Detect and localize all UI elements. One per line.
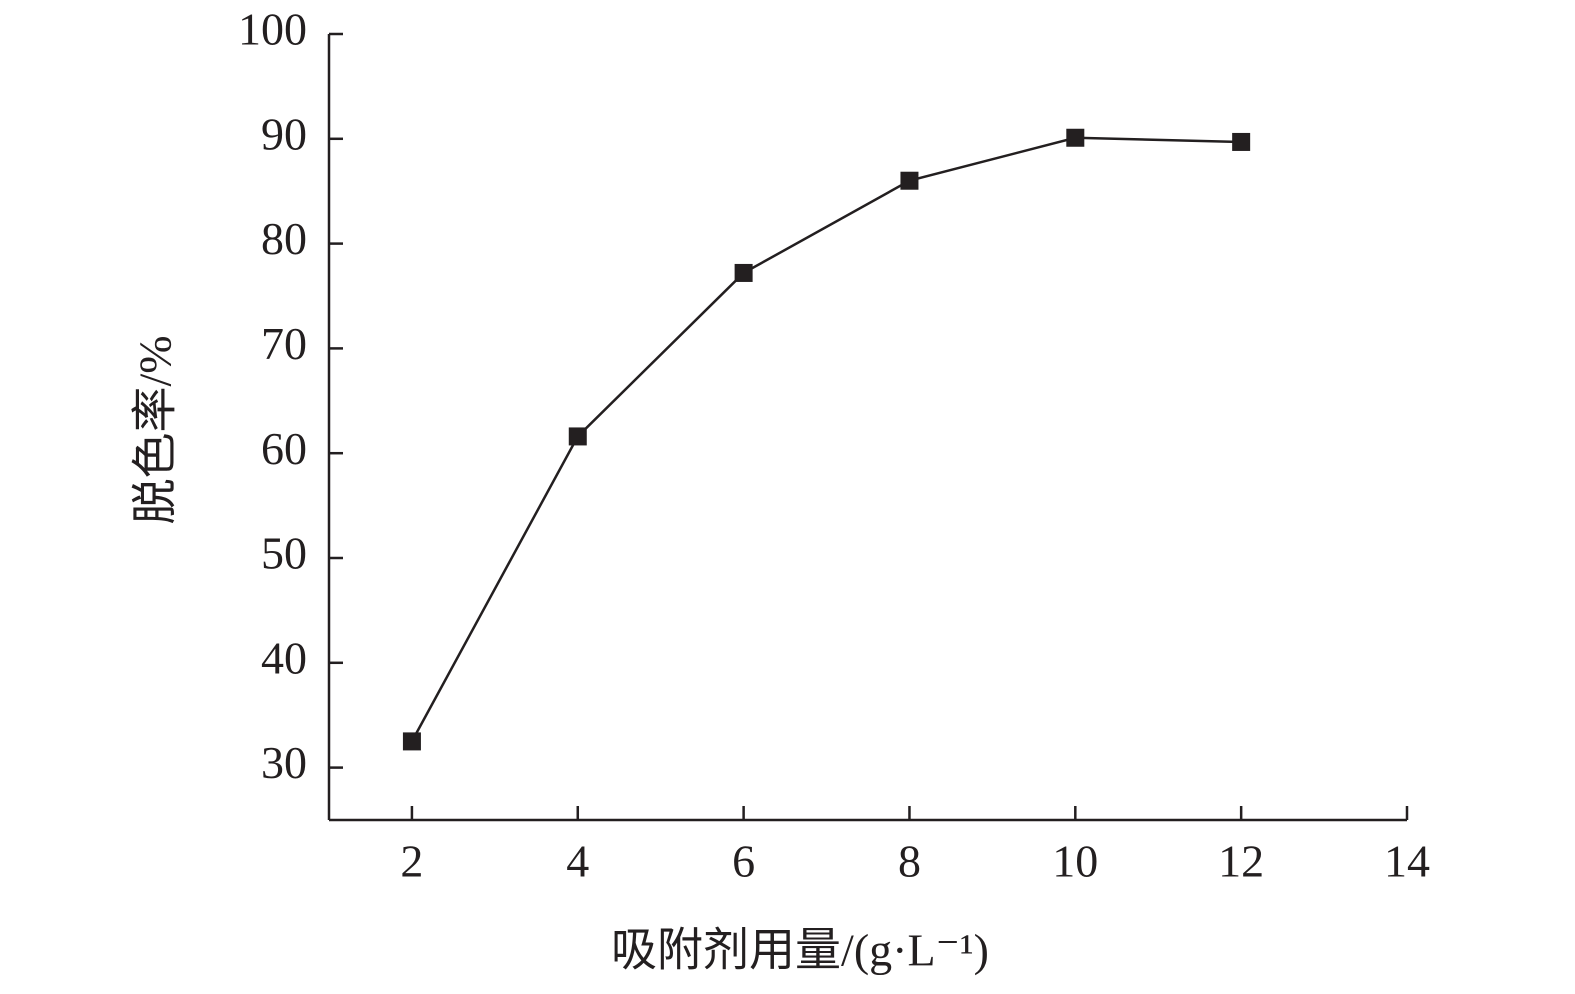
marker xyxy=(1232,132,1251,151)
y-tick-label: 80 xyxy=(261,213,307,264)
marker xyxy=(402,732,421,751)
y-tick-label: 90 xyxy=(261,108,307,159)
y-tick-label: 100 xyxy=(238,4,307,55)
data-line xyxy=(410,136,1242,742)
y-tick-label: 40 xyxy=(261,632,307,683)
y-tick-label: 30 xyxy=(261,737,307,788)
marker xyxy=(900,171,919,190)
x-tick-label: 2 xyxy=(400,836,423,887)
x-tick-label: 12 xyxy=(1218,836,1264,887)
x-tick-label: 10 xyxy=(1052,836,1098,887)
y-tick-label: 50 xyxy=(261,528,307,579)
y-tick-label: 60 xyxy=(261,423,307,474)
y-axis-label: 脱色率/% xyxy=(130,335,181,524)
y-tick-label: 70 xyxy=(261,318,307,369)
marker xyxy=(734,263,753,282)
x-tick-label: 4 xyxy=(566,836,589,887)
marker xyxy=(568,427,587,446)
x-axis-label: 吸附剂用量/(g·L⁻¹) xyxy=(611,925,989,976)
marker xyxy=(1066,128,1085,147)
x-tick-label: 8 xyxy=(898,836,921,887)
x-tick-label: 14 xyxy=(1384,836,1430,887)
x-tick-label: 6 xyxy=(732,836,755,887)
